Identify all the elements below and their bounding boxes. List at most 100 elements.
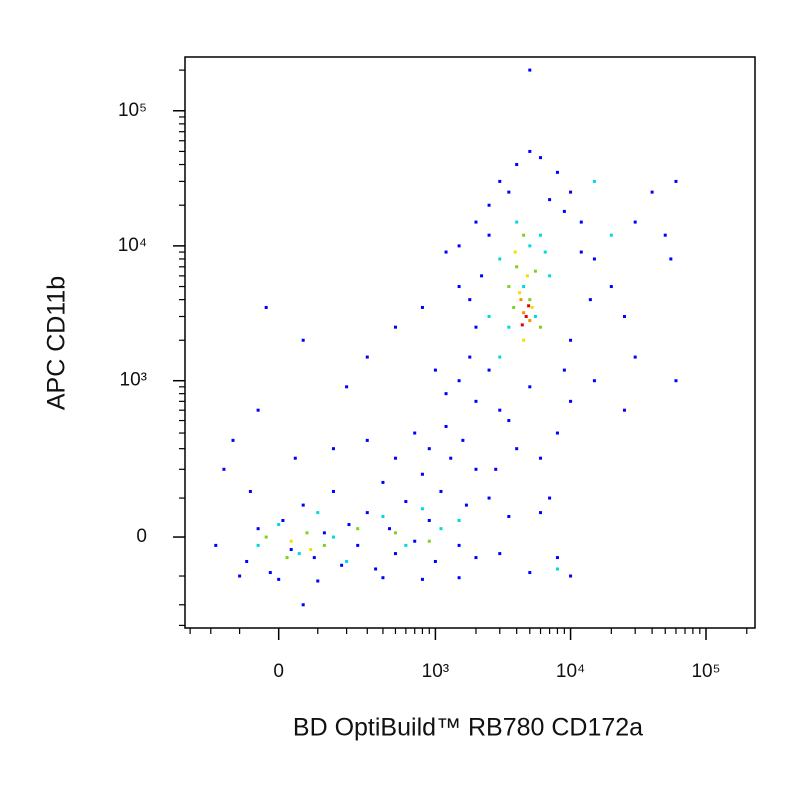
point [507,515,511,519]
point [507,285,511,289]
point [588,298,592,302]
point [539,456,543,460]
point [555,170,559,174]
point [633,220,637,224]
point [293,456,297,460]
point [277,577,281,581]
point [633,355,637,359]
point [513,250,517,254]
point [663,233,667,237]
point [444,392,448,396]
point [365,511,369,515]
point [301,338,305,342]
point [322,543,326,547]
point [522,285,526,289]
point [515,447,519,451]
plot-frame [184,56,756,629]
point [512,305,516,309]
point [420,305,424,309]
point [592,379,596,383]
point [528,298,532,302]
point [609,285,613,289]
point [555,431,559,435]
point [289,548,293,552]
point [256,527,260,531]
point [522,311,526,315]
point [393,552,397,556]
point [528,385,532,389]
point [427,539,431,543]
point [474,220,478,224]
point [312,556,316,560]
point [562,368,566,372]
point [457,285,461,289]
point [297,552,301,556]
point [528,319,532,323]
point [331,489,335,493]
point [316,579,320,583]
x-tick-label: 10⁴ [556,661,585,682]
point [301,503,305,507]
point [507,190,511,194]
point [674,379,678,383]
point [457,518,461,522]
point [522,233,526,237]
point [609,233,613,237]
point [543,250,547,254]
point [464,503,468,507]
point [515,163,519,167]
y-tick-label: 10⁵ [118,100,147,121]
point [285,556,289,560]
y-tick-label: 0 [136,526,147,547]
point [507,325,511,329]
point [268,571,272,575]
point [522,338,526,342]
point [433,559,437,563]
y-tick-label: 10⁴ [118,235,147,256]
point [515,265,519,269]
point [420,472,424,476]
point [498,179,502,183]
point [487,203,491,207]
point [569,338,573,342]
point [331,447,335,451]
point [393,456,397,460]
point [498,257,502,261]
point [579,220,583,224]
point [381,576,385,580]
point [444,424,448,428]
point [309,548,313,552]
point [474,399,478,403]
point [528,68,532,72]
point [548,198,552,202]
point [374,567,378,571]
point [555,556,559,560]
point [528,149,532,153]
point [539,233,543,237]
point [457,244,461,248]
point [622,314,626,318]
point [622,408,626,412]
point [457,543,461,547]
point [264,535,268,539]
point [474,325,478,329]
point [439,489,443,493]
point [474,467,478,471]
point [569,574,573,578]
point [533,314,537,318]
point [281,518,285,522]
point [569,190,573,194]
point [498,355,502,359]
point [356,527,360,531]
point [494,467,498,471]
point [427,518,431,522]
point [393,325,397,329]
point [222,467,226,471]
point [592,179,596,183]
point [507,419,511,423]
point [256,408,260,412]
point [331,535,335,539]
point [515,220,519,224]
point [245,559,249,563]
y-axis-title: APC CD11b [43,276,71,410]
